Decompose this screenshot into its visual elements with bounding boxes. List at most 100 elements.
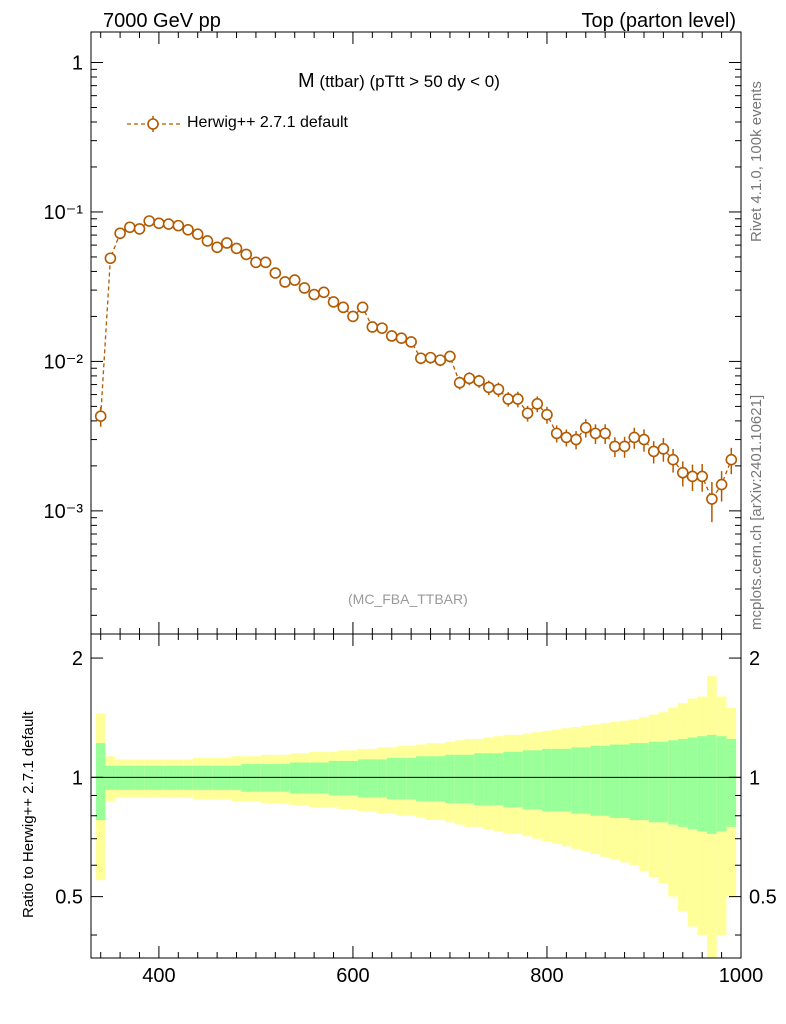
data-point bbox=[124, 221, 136, 234]
data-point bbox=[609, 440, 621, 453]
band-inner-bin bbox=[357, 759, 368, 798]
band-inner-bin bbox=[726, 738, 737, 827]
band-inner-bin bbox=[542, 748, 552, 812]
plot-title-sub: (ttbar) (pTtt > 50 dy < 0) bbox=[319, 72, 500, 91]
band-inner-bin bbox=[687, 737, 698, 830]
band-inner-bin bbox=[716, 736, 727, 832]
x-tick-label: 800 bbox=[530, 965, 563, 987]
lower-frame bbox=[90, 633, 742, 959]
band-inner-bin bbox=[600, 745, 611, 816]
plot-title: M (ttbar) (pTtt > 50 dy < 0) bbox=[298, 70, 500, 93]
data-point bbox=[327, 296, 340, 308]
x-tick-label: 1000 bbox=[719, 965, 764, 987]
band-inner-bin bbox=[571, 747, 581, 814]
ratio-y-tick-label: 0.5 bbox=[55, 887, 83, 909]
data-point bbox=[240, 248, 253, 261]
data-point bbox=[366, 321, 379, 333]
analysis-tag: (MC_FBA_TTBAR) bbox=[348, 591, 468, 607]
y-tick-label: 1 bbox=[72, 53, 83, 75]
band-inner-bin bbox=[318, 762, 329, 794]
band-inner-bin bbox=[707, 734, 717, 834]
header-energy: 7000 GeV pp bbox=[103, 10, 221, 32]
band-inner-bin bbox=[668, 740, 678, 825]
band-inner-bin bbox=[619, 744, 630, 818]
data-point bbox=[599, 427, 611, 440]
data-point bbox=[337, 301, 350, 314]
header-process: Top (parton level) bbox=[581, 10, 736, 32]
band-inner-bin bbox=[464, 754, 475, 804]
data-point bbox=[657, 443, 670, 455]
band-inner-bin bbox=[95, 743, 106, 821]
band-inner-bin bbox=[280, 764, 290, 792]
data-point bbox=[618, 440, 631, 453]
band-inner-bin bbox=[629, 743, 640, 821]
data-point bbox=[424, 351, 437, 364]
band-inner-bin bbox=[396, 757, 407, 800]
data-point bbox=[298, 282, 311, 294]
data-point bbox=[434, 354, 447, 366]
data-point bbox=[512, 393, 524, 405]
data-point bbox=[104, 252, 117, 265]
ratio-y-tick-label-right: 1 bbox=[749, 767, 760, 789]
data-point bbox=[356, 301, 369, 314]
band-inner-bin bbox=[289, 762, 300, 794]
data-point bbox=[230, 242, 243, 255]
data-point bbox=[318, 286, 330, 299]
band-inner-bin bbox=[406, 757, 416, 800]
data-point bbox=[647, 445, 660, 458]
data-point bbox=[550, 427, 563, 440]
data-point bbox=[143, 215, 156, 227]
data-point bbox=[211, 241, 223, 254]
x-tick-label: 400 bbox=[142, 965, 175, 987]
data-point bbox=[541, 408, 553, 421]
data-point bbox=[560, 431, 573, 444]
band-inner-bin bbox=[299, 762, 310, 794]
ratio-y-tick-label: 1 bbox=[72, 767, 83, 789]
data-point bbox=[191, 228, 204, 240]
band-inner-bin bbox=[435, 756, 446, 802]
data-point bbox=[579, 421, 592, 434]
data-point bbox=[221, 237, 233, 249]
data-point bbox=[444, 350, 456, 363]
data-point bbox=[589, 427, 602, 440]
band-inner-bin bbox=[377, 759, 387, 798]
band-inner-bin bbox=[590, 745, 601, 816]
data-point bbox=[94, 410, 107, 422]
data-point bbox=[201, 235, 214, 247]
data-point bbox=[706, 493, 718, 505]
band-inner-bin bbox=[697, 736, 708, 832]
band-inner-bin bbox=[658, 741, 669, 823]
data-point bbox=[269, 267, 282, 279]
x-tick-label: 600 bbox=[336, 965, 369, 987]
band-inner-bin bbox=[532, 750, 543, 810]
band-inner-bin bbox=[610, 744, 620, 818]
band-inner-bin bbox=[445, 754, 455, 804]
data-point bbox=[385, 330, 398, 342]
data-point bbox=[667, 453, 679, 466]
ratio-ylabel: Ratio to Herwig++ 2.7.1 default bbox=[20, 711, 37, 918]
ratio-uncertainty-bands bbox=[95, 676, 737, 958]
data-point bbox=[250, 256, 262, 269]
band-inner-bin bbox=[348, 760, 358, 796]
data-point bbox=[347, 310, 359, 323]
band-inner-bin bbox=[241, 764, 252, 792]
axes: 400 600 800 1000 1 10⁻¹ 10⁻² 10⁻³ 0.5 0.5 1 1 2 2 bbox=[44, 31, 777, 987]
ratio-y-tick-label-right: 2 bbox=[749, 648, 760, 670]
data-point bbox=[696, 470, 708, 483]
band-inner-bin bbox=[677, 738, 688, 827]
plot-title-main: M bbox=[298, 70, 315, 92]
band-inner-bin bbox=[386, 757, 397, 800]
band-inner-bin bbox=[251, 764, 261, 792]
band-inner-bin bbox=[425, 756, 436, 802]
band-inner-bin bbox=[309, 762, 319, 794]
band-inner-bin bbox=[561, 748, 572, 812]
legend-marker bbox=[147, 118, 159, 130]
data-point bbox=[395, 332, 408, 344]
band-inner-bin bbox=[483, 753, 494, 806]
data-point bbox=[725, 453, 738, 466]
data-point bbox=[259, 256, 272, 269]
data-point bbox=[502, 393, 514, 405]
band-inner-bin bbox=[328, 760, 339, 796]
ratio-y-tick-label: 2 bbox=[72, 648, 83, 670]
